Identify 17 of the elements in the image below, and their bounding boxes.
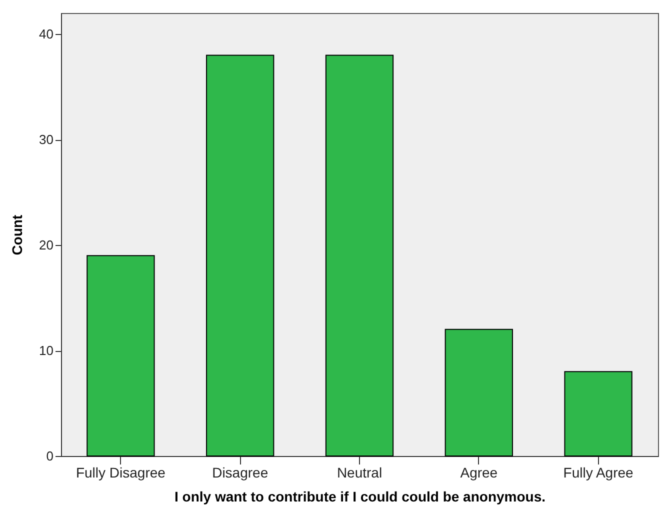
bar (444, 328, 513, 456)
bar (206, 54, 274, 456)
y-tick-label: 40 (39, 26, 54, 42)
bar (86, 255, 155, 456)
bar (325, 54, 394, 456)
x-tick-label: Disagree (212, 464, 268, 480)
y-tick-label: 0 (46, 448, 54, 464)
x-tick-label: Neutral (336, 464, 382, 480)
x-tick-label: Fully Agree (563, 464, 634, 480)
bar (564, 371, 632, 456)
y-axis-title: Count (9, 214, 26, 256)
x-tick-label: Fully Disagree (76, 464, 166, 480)
x-tick-label: Agree (460, 464, 498, 480)
y-tick-label: 30 (39, 132, 54, 148)
y-tick-label: 10 (39, 343, 54, 358)
y-tick-label: 20 (39, 238, 54, 253)
x-axis-title: I only want to contribute if I could could be anonymous. (174, 488, 546, 504)
